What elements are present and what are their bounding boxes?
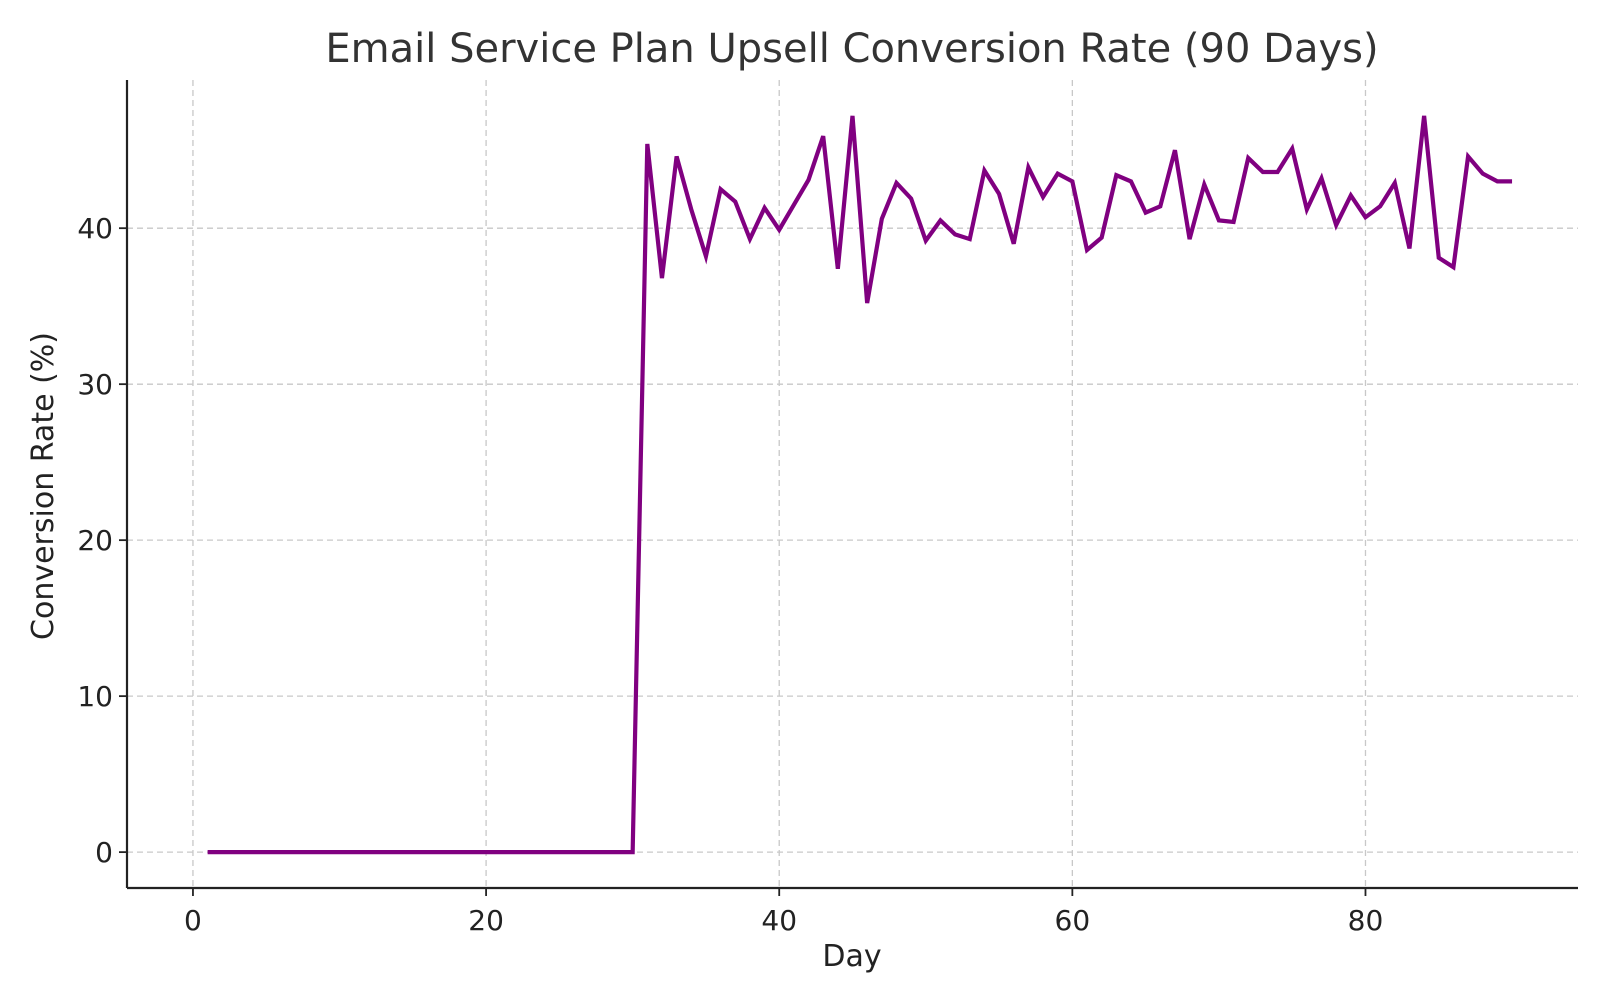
grid-layer: [127, 80, 1578, 888]
y-tick-label: 30: [77, 368, 113, 401]
x-tick-label: 20: [468, 904, 504, 937]
series-layer: [208, 116, 1512, 852]
y-axis-label: Conversion Rate (%): [26, 332, 61, 640]
x-tick-label: 40: [761, 904, 797, 937]
chart-title: Email Service Plan Upsell Conversion Rat…: [325, 26, 1378, 72]
series-line: [208, 116, 1512, 852]
y-tick-label: 20: [77, 524, 113, 557]
axis-layer: [127, 80, 1578, 888]
x-axis-label: Day: [822, 939, 881, 974]
tick-layer: 0 20 40 60 80 0 10 20 30 40: [77, 212, 1383, 937]
y-tick-label: 10: [77, 680, 113, 713]
y-tick-label: 0: [95, 836, 113, 869]
x-tick-label: 60: [1055, 904, 1091, 937]
y-tick-label: 40: [77, 212, 113, 245]
x-tick-label: 0: [184, 904, 202, 937]
x-tick-label: 80: [1348, 904, 1384, 937]
